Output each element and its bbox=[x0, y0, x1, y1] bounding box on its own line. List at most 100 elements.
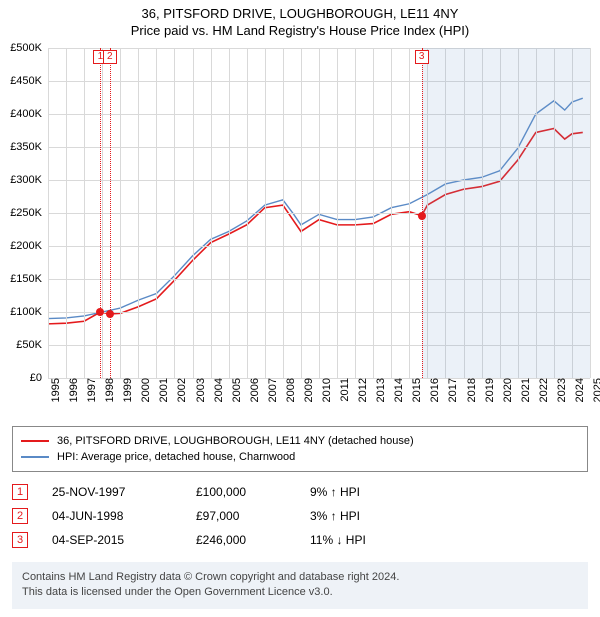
legend: 36, PITSFORD DRIVE, LOUGHBOROUGH, LE11 4… bbox=[12, 426, 588, 472]
x-tick-label: 1999 bbox=[116, 378, 134, 402]
y-tick-label: £50K bbox=[16, 339, 48, 351]
gridline-v bbox=[355, 48, 356, 378]
y-tick-label: £400K bbox=[10, 108, 48, 120]
event-index-box: 2 bbox=[12, 508, 28, 524]
event-price: £100,000 bbox=[196, 485, 286, 499]
gridline-v bbox=[283, 48, 284, 378]
gridline-v bbox=[156, 48, 157, 378]
sale-dot bbox=[418, 212, 426, 220]
y-tick-label: £200K bbox=[10, 240, 48, 252]
x-tick-label: 2021 bbox=[514, 378, 532, 402]
x-tick-label: 2025 bbox=[586, 378, 600, 402]
x-tick-label: 2013 bbox=[369, 378, 387, 402]
legend-label: HPI: Average price, detached house, Char… bbox=[57, 451, 295, 463]
gridline-v bbox=[229, 48, 230, 378]
x-tick-label: 1997 bbox=[80, 378, 98, 402]
x-tick-label: 1998 bbox=[98, 378, 116, 402]
x-tick-label: 2005 bbox=[225, 378, 243, 402]
event-row: 204-JUN-1998£97,0003% ↑ HPI bbox=[12, 504, 588, 528]
x-tick-label: 2008 bbox=[279, 378, 297, 402]
event-vline bbox=[100, 48, 101, 378]
legend-item: HPI: Average price, detached house, Char… bbox=[21, 449, 579, 465]
event-vline bbox=[110, 48, 111, 378]
gridline-v bbox=[138, 48, 139, 378]
x-tick-label: 2004 bbox=[207, 378, 225, 402]
x-tick-label: 2011 bbox=[333, 378, 351, 402]
y-tick-label: £300K bbox=[10, 174, 48, 186]
event-date: 04-SEP-2015 bbox=[52, 533, 172, 547]
gridline-v bbox=[337, 48, 338, 378]
x-tick-label: 1996 bbox=[62, 378, 80, 402]
legend-label: 36, PITSFORD DRIVE, LOUGHBOROUGH, LE11 4… bbox=[57, 435, 414, 447]
gridline-v bbox=[265, 48, 266, 378]
gridline-v bbox=[301, 48, 302, 378]
x-tick-label: 2006 bbox=[243, 378, 261, 402]
legend-swatch bbox=[21, 440, 49, 442]
footer-line2: This data is licensed under the Open Gov… bbox=[22, 585, 578, 600]
event-row: 3 04-SEP-2015 £246,000 11% ↓ HPI bbox=[12, 528, 588, 552]
event-marker-box: 2 bbox=[103, 50, 117, 64]
gridline-v bbox=[102, 48, 103, 378]
gridline-v bbox=[66, 48, 67, 378]
gridline-v bbox=[247, 48, 248, 378]
x-tick-label: 2012 bbox=[351, 378, 369, 402]
plot-area: £0£50K£100K£150K£200K£250K£300K£350K£400… bbox=[48, 48, 590, 378]
x-tick-label: 2009 bbox=[297, 378, 315, 402]
chart-container: 36, PITSFORD DRIVE, LOUGHBOROUGH, LE11 4… bbox=[0, 0, 600, 609]
title-subtitle: Price paid vs. HM Land Registry's House … bbox=[0, 23, 600, 38]
x-tick-label: 1995 bbox=[44, 378, 62, 402]
x-tick-label: 2020 bbox=[496, 378, 514, 402]
x-tick-label: 2018 bbox=[460, 378, 478, 402]
gridline-v bbox=[373, 48, 374, 378]
x-tick-label: 2022 bbox=[532, 378, 550, 402]
sale-dot bbox=[106, 310, 114, 318]
event-marker-box: 3 bbox=[415, 50, 429, 64]
gridline-v bbox=[174, 48, 175, 378]
x-tick-label: 2017 bbox=[441, 378, 459, 402]
y-tick-label: £500K bbox=[10, 42, 48, 54]
event-hpi: 9% ↑ HPI bbox=[310, 485, 410, 499]
x-tick-label: 2003 bbox=[189, 378, 207, 402]
x-tick-label: 2023 bbox=[550, 378, 568, 402]
projection-shade bbox=[422, 48, 590, 378]
gridline-v bbox=[84, 48, 85, 378]
event-index-box: 1 bbox=[12, 484, 28, 500]
event-price: £97,000 bbox=[196, 509, 286, 523]
y-tick-label: £100K bbox=[10, 306, 48, 318]
gridline-v bbox=[211, 48, 212, 378]
gridline-v bbox=[120, 48, 121, 378]
y-tick-label: £350K bbox=[10, 141, 48, 153]
x-tick-label: 2007 bbox=[261, 378, 279, 402]
event-row: 1 25-NOV-1997 £100,000 9% ↑ HPI bbox=[12, 480, 588, 504]
x-tick-label: 2010 bbox=[315, 378, 333, 402]
sale-dot bbox=[96, 308, 104, 316]
legend-swatch bbox=[21, 456, 49, 458]
title-address: 36, PITSFORD DRIVE, LOUGHBOROUGH, LE11 4… bbox=[0, 6, 600, 21]
y-tick-label: £250K bbox=[10, 207, 48, 219]
x-tick-label: 2000 bbox=[134, 378, 152, 402]
x-tick-label: 2016 bbox=[423, 378, 441, 402]
gridline-v bbox=[590, 48, 591, 378]
y-tick-label: £450K bbox=[10, 75, 48, 87]
x-tick-label: 2014 bbox=[387, 378, 405, 402]
gridline-v bbox=[48, 48, 49, 378]
legend-item: 36, PITSFORD DRIVE, LOUGHBOROUGH, LE11 4… bbox=[21, 433, 579, 449]
event-hpi: 11% ↓ HPI bbox=[310, 533, 410, 547]
event-index-box: 3 bbox=[12, 532, 28, 548]
x-tick-label: 2015 bbox=[405, 378, 423, 402]
event-price: £246,000 bbox=[196, 533, 286, 547]
x-tick-label: 2002 bbox=[170, 378, 188, 402]
y-tick-label: £150K bbox=[10, 273, 48, 285]
events-table: 125-NOV-1997£100,0009% ↑ HPI204-JUN-1998… bbox=[12, 480, 588, 552]
x-tick-label: 2024 bbox=[568, 378, 586, 402]
event-hpi: 3% ↑ HPI bbox=[310, 509, 410, 523]
footer-line1: Contains HM Land Registry data © Crown c… bbox=[22, 570, 578, 585]
chart-titles: 36, PITSFORD DRIVE, LOUGHBOROUGH, LE11 4… bbox=[0, 0, 600, 38]
x-tick-label: 2001 bbox=[152, 378, 170, 402]
x-tick-label: 2019 bbox=[478, 378, 496, 402]
footer-attribution: Contains HM Land Registry data © Crown c… bbox=[12, 562, 588, 609]
gridline-v bbox=[391, 48, 392, 378]
event-date: 25-NOV-1997 bbox=[52, 485, 172, 499]
gridline-v bbox=[409, 48, 410, 378]
gridline-v bbox=[193, 48, 194, 378]
